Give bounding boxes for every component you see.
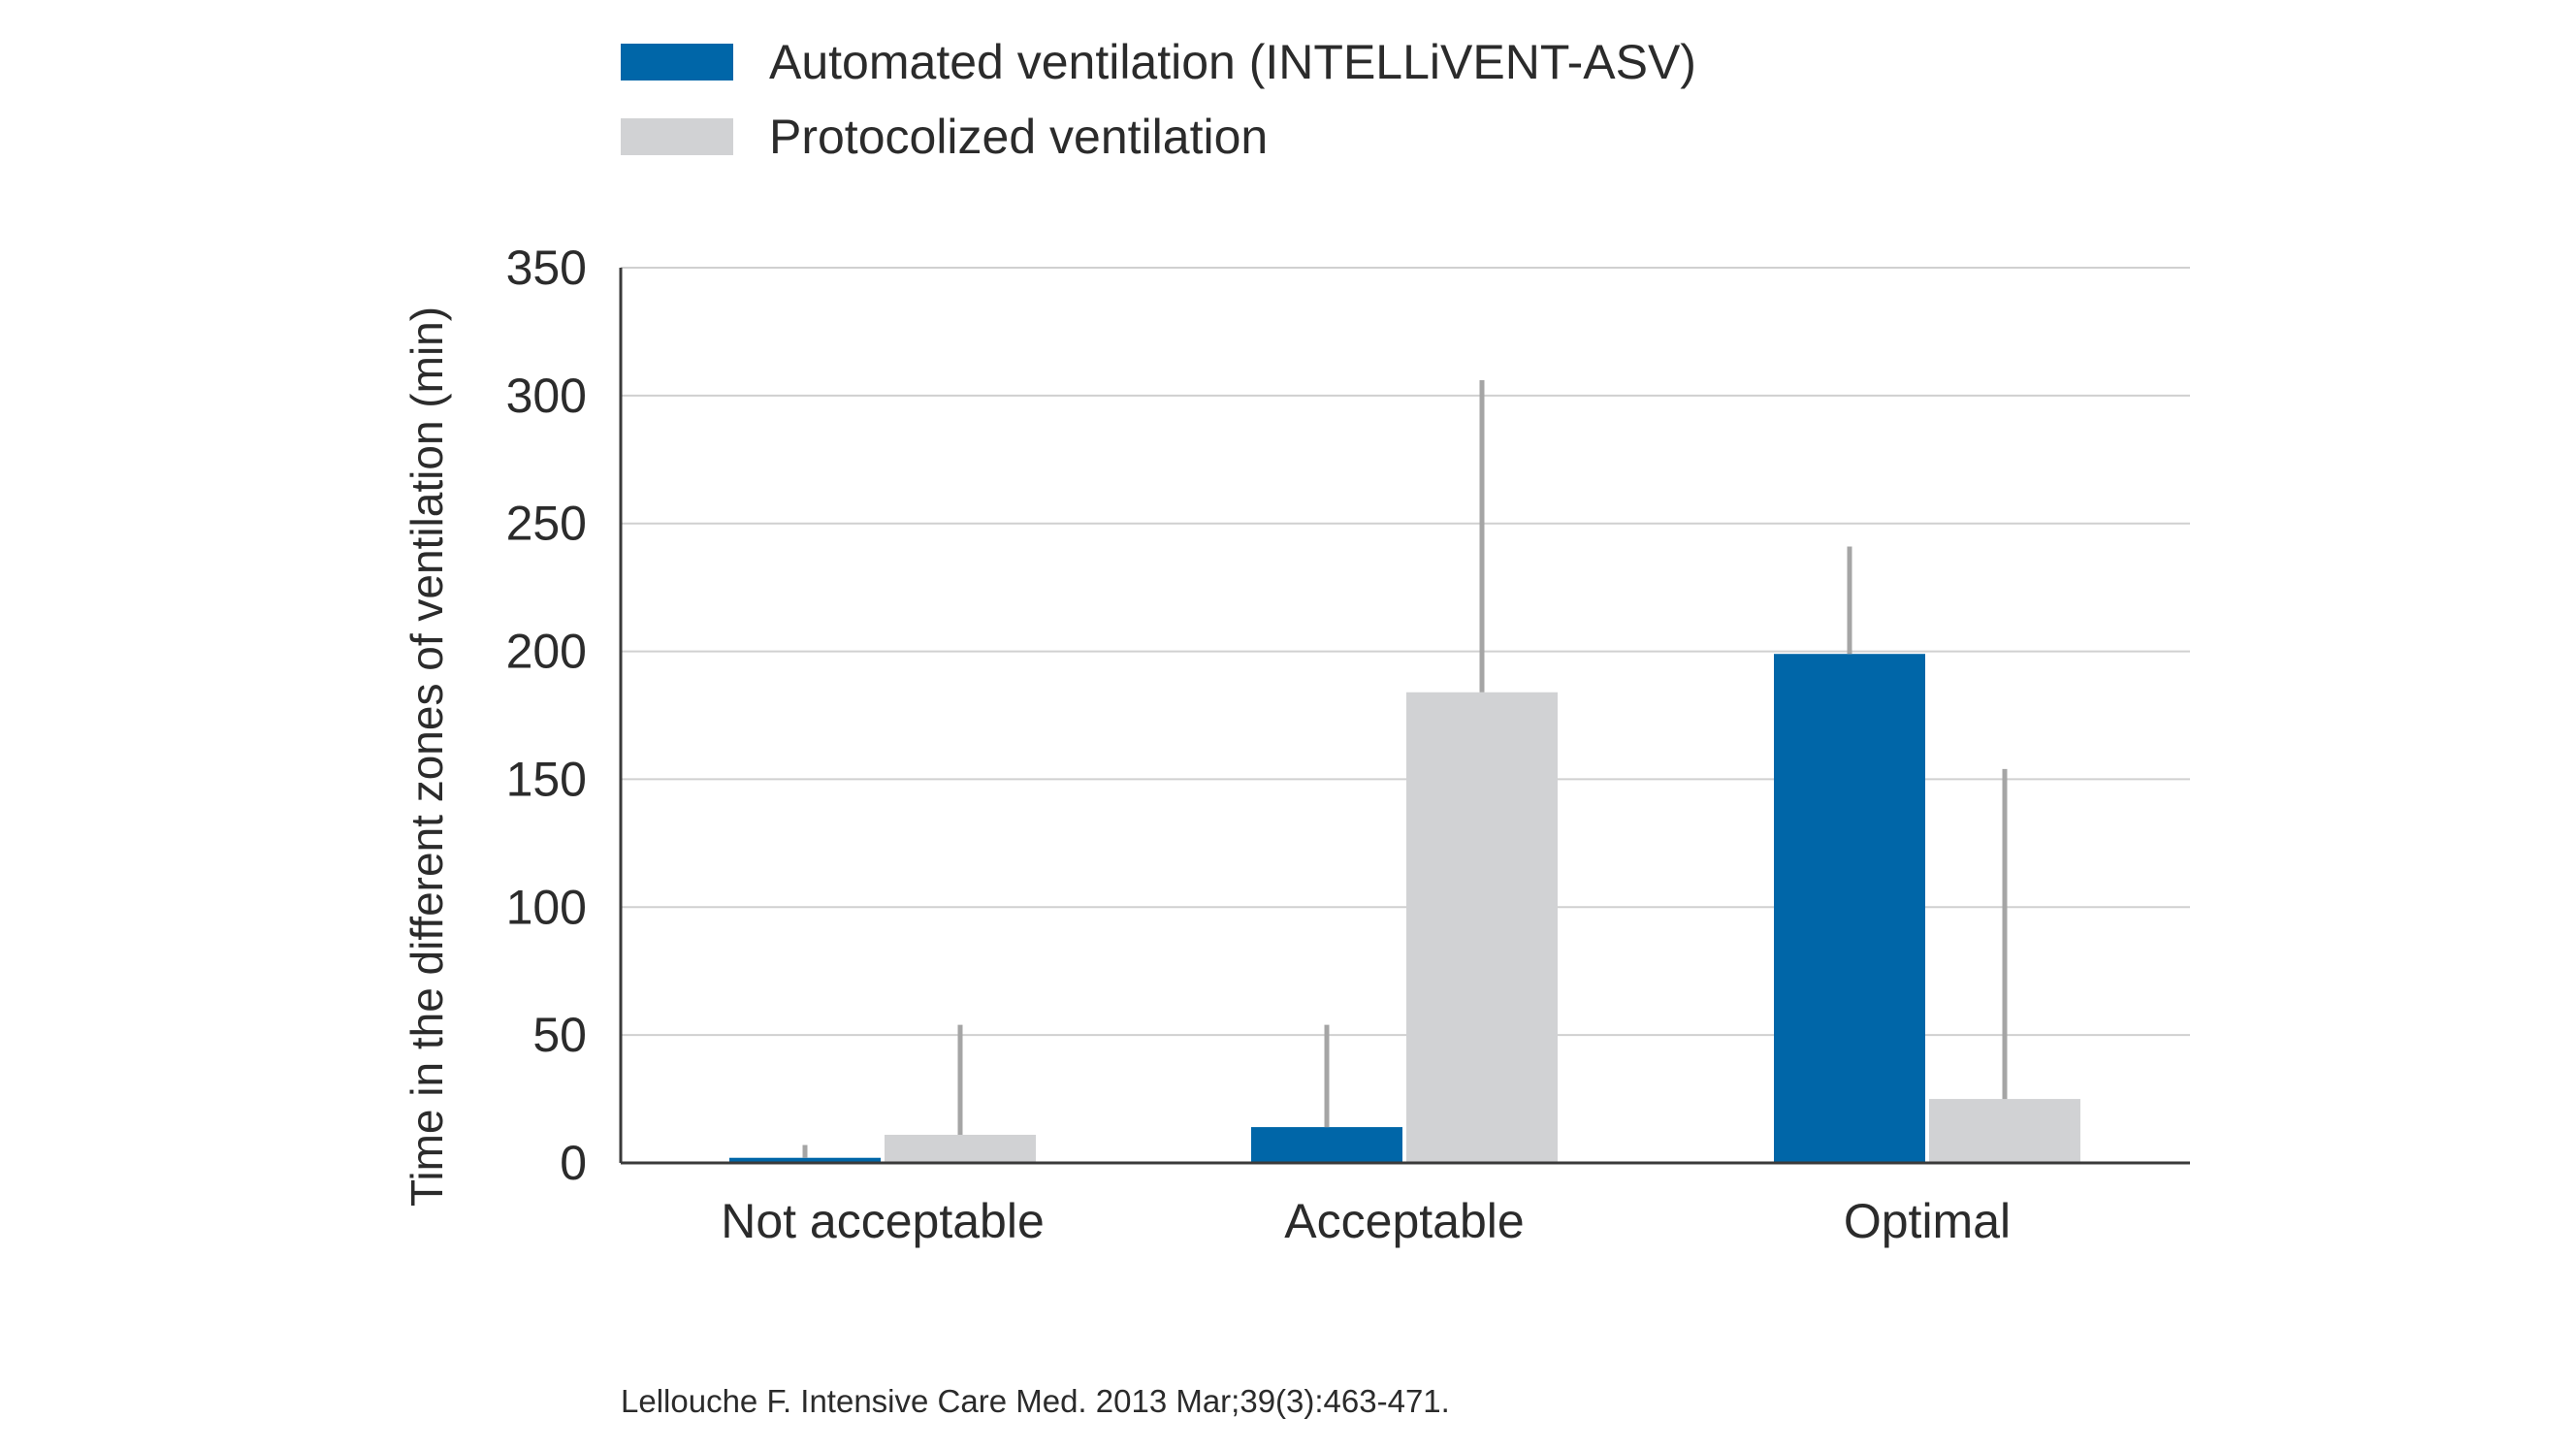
- x-tick-label-1: Acceptable: [1284, 1194, 1524, 1248]
- bar-protocolized-2: [1929, 1099, 2080, 1163]
- bar-automated-2: [1774, 654, 1925, 1163]
- x-tick-label-2: Optimal: [1844, 1194, 2011, 1248]
- x-tick-label-0: Not acceptable: [721, 1194, 1045, 1248]
- y-tick-label-250: 250: [506, 497, 587, 551]
- bar-protocolized-1: [1406, 692, 1558, 1163]
- bar-protocolized-0: [885, 1134, 1036, 1163]
- bar-automated-0: [729, 1157, 881, 1163]
- grid-layer: [621, 267, 2190, 1037]
- legend-label-0: Automated ventilation (INTELLiVENT-ASV): [769, 35, 1696, 89]
- legend-swatch-1: [621, 118, 733, 155]
- y-tick-label-50: 50: [532, 1008, 587, 1062]
- legend: Automated ventilation (INTELLiVENT-ASV) P…: [621, 35, 1696, 164]
- y-tick-label-350: 350: [506, 241, 587, 295]
- y-tick-label-200: 200: [506, 625, 587, 679]
- bar-automated-1: [1251, 1127, 1402, 1163]
- y-tick-label-100: 100: [506, 880, 587, 934]
- legend-swatch-0: [621, 44, 733, 81]
- y-tick-label-150: 150: [506, 752, 587, 806]
- error-bar-layer: [802, 380, 2008, 1158]
- source-citation: Lellouche F. Intensive Care Med. 2013 Ma…: [621, 1383, 1450, 1419]
- y-tick-label-0: 0: [560, 1136, 587, 1190]
- y-axis-label: Time in the different zones of ventilati…: [402, 306, 452, 1207]
- y-tick-labels: 0 50 100 150 200 250 300 350: [506, 241, 587, 1190]
- x-category-labels: Not acceptable Acceptable Optimal: [721, 1194, 2011, 1248]
- axis-layer: [619, 268, 2190, 1165]
- y-tick-label-300: 300: [506, 369, 587, 423]
- legend-label-1: Protocolized ventilation: [769, 110, 1268, 164]
- bar-layer: [729, 654, 2080, 1163]
